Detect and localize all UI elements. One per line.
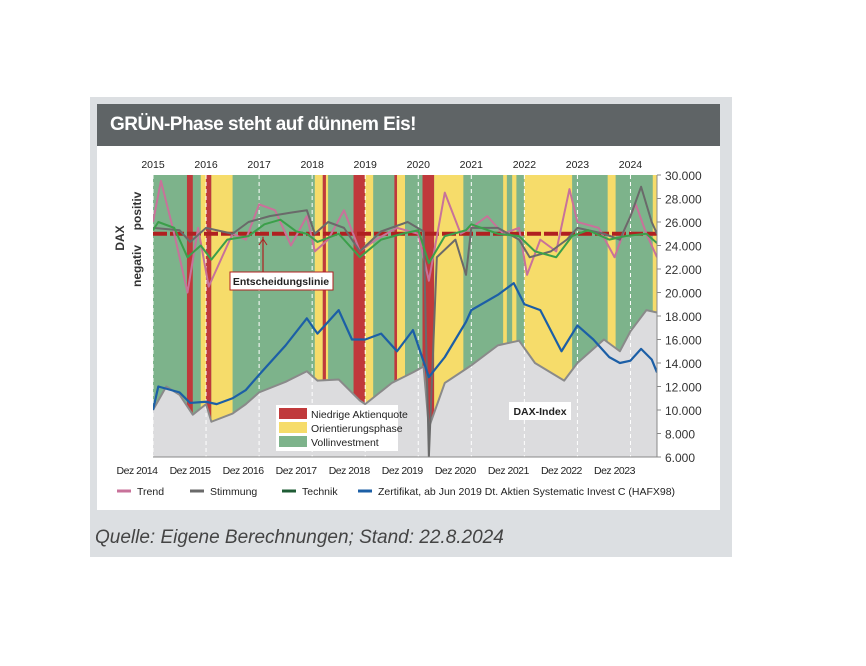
top-tick-label: 2016: [194, 159, 218, 171]
decision-label: Entscheidungslinie: [233, 276, 329, 288]
y-tick-label: 14.000: [665, 357, 702, 371]
phase-band-yellow: [365, 175, 374, 457]
top-tick-label: 2021: [460, 159, 484, 171]
legend-label-trend: Trend: [137, 486, 164, 498]
bottom-tick-label: Dez 2019: [382, 465, 424, 477]
top-tick-label: 2024: [619, 159, 643, 171]
bottom-tick-label: Dez 2016: [223, 465, 265, 477]
stimmung-line: [153, 185, 657, 457]
y-tick-label: 8.000: [665, 428, 695, 442]
phase-legend-label: Orientierungsphase: [311, 423, 403, 435]
phase-band-red: [206, 175, 212, 457]
phase-band-yellow: [200, 175, 207, 457]
bottom-tick-label: Dez 2014: [117, 465, 159, 477]
y-tick-label: 28.000: [665, 193, 702, 207]
legend-label-blue: Zertifikat, ab Jun 2019 Dt. Aktien Syste…: [378, 486, 675, 498]
title-bar: [97, 104, 720, 146]
top-tick-label: 2020: [407, 159, 431, 171]
top-tick-label: 2018: [300, 159, 324, 171]
y-tick-label: 26.000: [665, 216, 702, 230]
trend-line: [153, 179, 657, 294]
bottom-tick-label: Dez 2018: [329, 465, 371, 477]
phase-band-yellow: [325, 175, 329, 457]
bottom-tick-label: Dez 2017: [276, 465, 318, 477]
arrow-head-icon: [258, 238, 268, 246]
phase-legend-swatch-yellow: [279, 422, 307, 433]
y-tick-label: 12.000: [665, 381, 702, 395]
chart-title: GRÜN-Phase steht auf dünnem Eis!: [110, 114, 417, 135]
top-tick-label: 2022: [513, 159, 537, 171]
y-tick-label: 30.000: [665, 169, 702, 183]
phase-band-yellow: [503, 175, 507, 457]
bottom-tick-label: Dez 2020: [435, 465, 477, 477]
y-tick-label: 6.000: [665, 451, 695, 465]
dax-index-label: DAX-Index: [513, 406, 566, 418]
y-label-positive: positiv: [130, 191, 144, 230]
technik-line: [153, 218, 657, 265]
plot-area: [153, 175, 657, 457]
phase-band-red: [394, 175, 398, 457]
phase-band-yellow: [314, 175, 323, 457]
top-tick-label: 2017: [247, 159, 271, 171]
bottom-tick-label: Dez 2022: [541, 465, 583, 477]
phase-band-red: [422, 175, 435, 457]
top-tick-label: 2019: [354, 159, 378, 171]
bottom-tick-label: Dez 2015: [170, 465, 212, 477]
phase-legend-label: Vollinvestment: [311, 437, 379, 449]
phase-band-red: [322, 175, 326, 457]
y-tick-label: 24.000: [665, 240, 702, 254]
y-tick-label: 18.000: [665, 310, 702, 324]
phase-band-red: [186, 175, 193, 457]
y-tick-label: 22.000: [665, 263, 702, 277]
y-tick-label: 20.000: [665, 287, 702, 301]
decision-label-box: [229, 271, 334, 291]
dax-line: [153, 309, 657, 429]
phase-band-red: [353, 175, 366, 457]
phase-band-yellow: [607, 175, 616, 457]
bottom-tick-label: Dez 2023: [594, 465, 636, 477]
y-axis-label-dax: DAX: [113, 225, 127, 250]
y-tick-label: 10.000: [665, 404, 702, 418]
phase-band-yellow: [512, 175, 517, 457]
phase-legend-label: Niedrige Aktienquote: [311, 409, 408, 421]
y-label-negative: negativ: [130, 245, 144, 287]
dax-label-box: [509, 402, 571, 420]
legend-label-stimmung: Stimmung: [210, 486, 257, 498]
phase-legend-swatch-green: [279, 436, 307, 447]
bottom-tick-label: Dez 2021: [488, 465, 530, 477]
top-tick-label: 2015: [141, 159, 165, 171]
phase-legend-swatch-red: [279, 408, 307, 419]
top-tick-label: 2023: [566, 159, 590, 171]
legend-label-technik: Technik: [302, 486, 338, 498]
y-tick-label: 16.000: [665, 334, 702, 348]
source-note: Quelle: Eigene Berechnungen; Stand: 22.8…: [95, 527, 504, 548]
phase-band-yellow: [397, 175, 405, 457]
certificate-line: [153, 282, 657, 411]
